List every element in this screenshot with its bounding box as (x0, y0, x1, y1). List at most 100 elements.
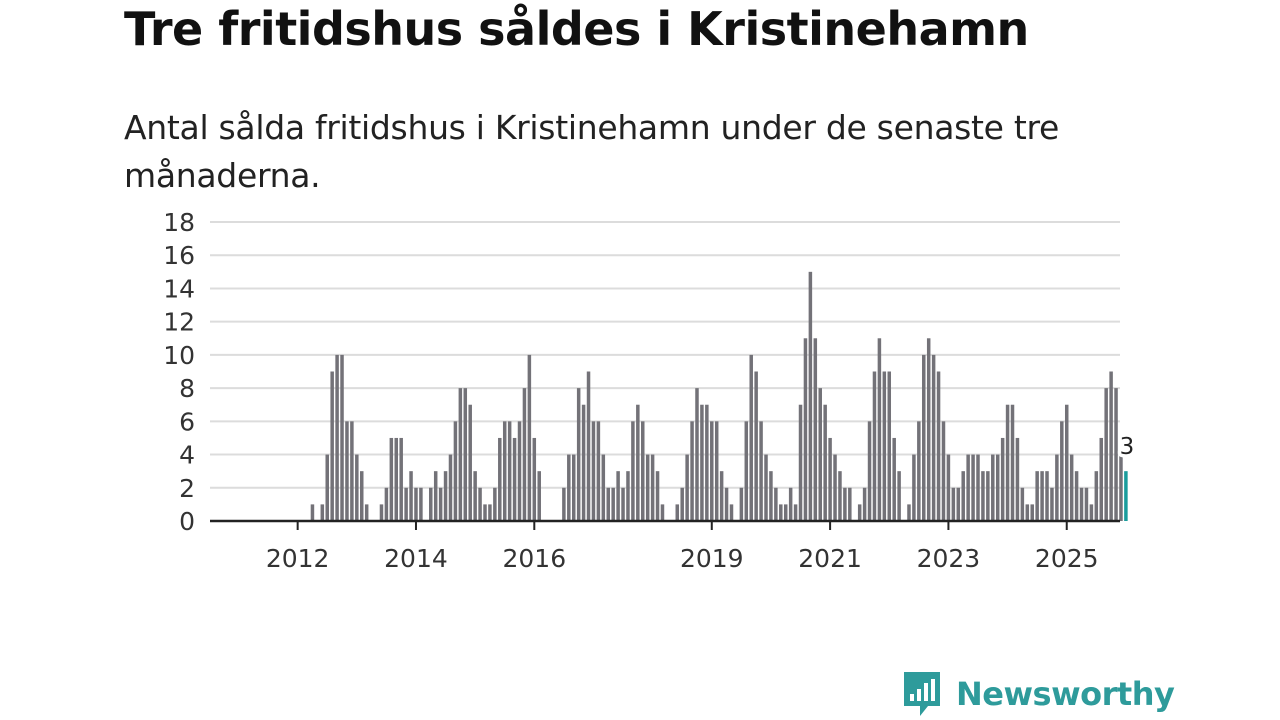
bar (1104, 388, 1108, 521)
bar (502, 421, 507, 521)
bar (813, 338, 818, 521)
y-tick-label: 12 (163, 308, 195, 337)
bar (897, 471, 901, 521)
bar (749, 354, 753, 521)
bar (843, 487, 847, 521)
bar (744, 421, 749, 521)
bar (586, 371, 591, 521)
brand-name: Newsworthy (956, 675, 1175, 713)
y-tick-label: 18 (163, 208, 195, 237)
bar (350, 421, 354, 521)
bar (966, 454, 970, 521)
bar (596, 421, 601, 521)
bar (655, 471, 660, 521)
bar (783, 504, 788, 521)
bar (1064, 404, 1069, 521)
bar (433, 471, 438, 521)
bar (414, 487, 418, 521)
bar (448, 454, 453, 521)
bar (769, 471, 773, 521)
bar (483, 504, 487, 521)
bar (355, 454, 359, 521)
bar (453, 421, 458, 521)
bar (867, 421, 872, 521)
y-tick-label: 8 (179, 374, 195, 403)
bar (660, 504, 665, 521)
bar (384, 487, 389, 521)
bar (419, 487, 423, 521)
bar (591, 421, 596, 521)
bar (517, 421, 522, 521)
bar (946, 454, 951, 521)
bar (409, 471, 413, 521)
x-tick-label: 2019 (680, 544, 744, 573)
bar (438, 487, 443, 521)
bar (429, 487, 433, 521)
bar (951, 487, 956, 521)
bar (571, 454, 576, 521)
annotation-halo: 3 (1120, 434, 1135, 460)
bar (463, 388, 468, 521)
bar (705, 404, 709, 521)
bar (1060, 421, 1064, 521)
bar (848, 487, 852, 521)
bar (606, 487, 610, 521)
bar (310, 504, 315, 521)
bar (493, 487, 497, 521)
y-tick-label: 10 (163, 341, 195, 370)
bar (1069, 454, 1074, 521)
bar (991, 454, 995, 521)
bar (527, 354, 532, 521)
bar (626, 471, 630, 521)
bar (1109, 371, 1113, 521)
bar (645, 454, 650, 521)
bar (779, 504, 783, 521)
bar (616, 471, 620, 521)
bar (1030, 504, 1034, 521)
bar (532, 437, 537, 521)
bar (729, 504, 734, 521)
bar (872, 371, 877, 521)
y-tick-label: 14 (163, 274, 195, 303)
bar (379, 504, 384, 521)
bar (636, 404, 640, 521)
bar (1025, 504, 1030, 521)
bar (1050, 487, 1054, 521)
bar (986, 471, 990, 521)
bar (562, 487, 566, 521)
x-tick-label: 2025 (1035, 544, 1099, 573)
annotation-label: 3 (1120, 434, 1135, 460)
bar (611, 487, 615, 521)
bar (719, 471, 724, 521)
bar (507, 421, 512, 521)
bar (882, 371, 887, 521)
y-tick-label: 0 (179, 507, 195, 536)
newsworthy-logo-icon (904, 672, 940, 716)
bar (803, 338, 808, 521)
bar (522, 388, 527, 521)
bar (907, 504, 911, 521)
bar (1045, 471, 1049, 521)
bar (1099, 437, 1103, 521)
bar (971, 454, 975, 521)
bar (389, 437, 394, 521)
bar (926, 338, 931, 521)
bar (399, 437, 403, 521)
bar (576, 388, 581, 521)
bar (1119, 454, 1123, 521)
bar (759, 421, 763, 521)
bar (320, 504, 325, 521)
bar (330, 371, 334, 521)
bar (1015, 437, 1020, 521)
bar (360, 471, 364, 521)
bar (917, 421, 921, 521)
bar (892, 437, 896, 521)
bar (325, 454, 329, 521)
bar (818, 388, 822, 521)
brand-logo: Newsworthy (902, 670, 1175, 718)
bar (468, 404, 472, 521)
bar (537, 471, 541, 521)
bar (641, 421, 645, 521)
bar (512, 437, 517, 521)
bar (1094, 471, 1099, 521)
